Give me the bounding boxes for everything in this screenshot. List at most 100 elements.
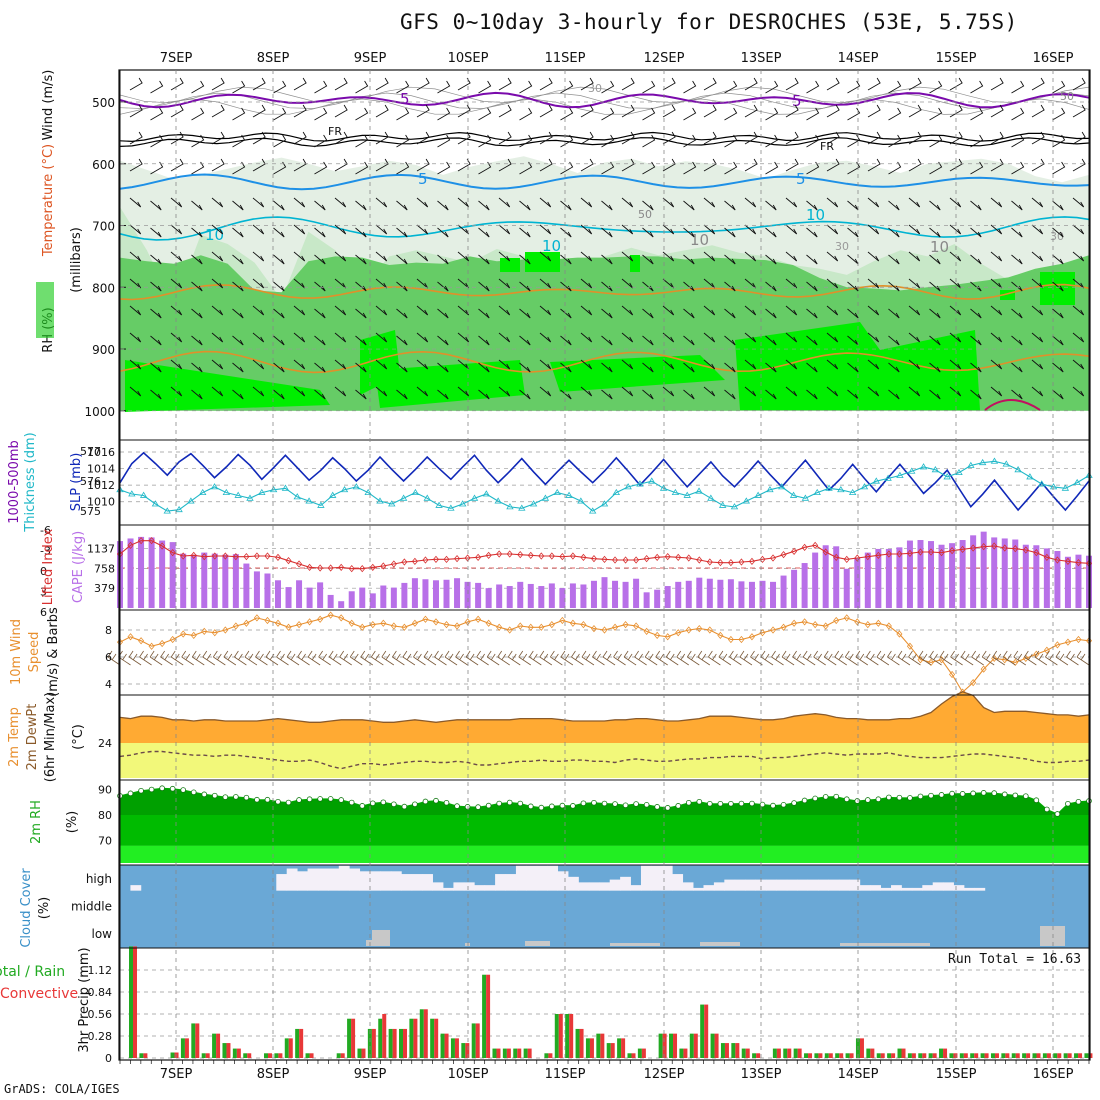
pressure-tick-label: 600: [92, 158, 115, 172]
precip-convective-bar: [372, 1029, 376, 1058]
precip-total-bar: [378, 1019, 382, 1058]
high-cloud-clear: [860, 885, 871, 891]
contour-label: 10: [690, 231, 709, 249]
temperature-tick-label: 24: [98, 737, 112, 750]
high-cloud-clear: [443, 888, 454, 891]
top-date-label: 14SEP: [838, 51, 879, 66]
cape-bar: [433, 580, 439, 608]
cape-bar: [307, 588, 313, 608]
precip-total-bar: [773, 1049, 777, 1058]
surface-wind-barb: [845, 651, 857, 665]
precip-total-bar: [825, 1053, 829, 1058]
precip-total-bar: [233, 1049, 237, 1058]
rh-mid-fill: [120, 815, 1089, 846]
temperature-fill-region: [120, 692, 1089, 743]
rh-point: [560, 803, 565, 808]
cape-bar: [696, 578, 702, 608]
high-cloud-clear: [943, 882, 954, 890]
precip-total-bar: [492, 1049, 496, 1058]
rh-point: [750, 801, 755, 806]
rh-point: [360, 803, 365, 808]
cape-bar: [222, 555, 228, 608]
precip-total-bar: [711, 1034, 715, 1058]
rh-point: [381, 800, 386, 805]
high-cloud-clear: [703, 885, 714, 891]
precip-convective-bar: [704, 1005, 708, 1058]
rh-point: [497, 801, 502, 806]
precip-total-bar: [503, 1049, 507, 1058]
precip-total-bar: [1012, 1053, 1016, 1058]
rh-point: [834, 794, 839, 799]
high-cloud-clear: [849, 880, 860, 891]
temperature-axis-label-3: (°C): [71, 724, 86, 750]
precip-total-bar: [1022, 1053, 1026, 1058]
wind-tick-label: 4: [105, 678, 112, 691]
slp-axis-label: SLP (mb): [69, 453, 84, 512]
cape-bar: [644, 592, 650, 608]
high-cloud-clear: [974, 888, 985, 891]
high-cloud-clear: [516, 866, 527, 891]
surface-wind-barb: [593, 651, 605, 665]
precip-total-bar: [513, 1049, 517, 1058]
precip-total-bar: [222, 1043, 226, 1058]
top-date-label: 8SEP: [257, 51, 290, 66]
rh-point: [813, 796, 818, 801]
precip-convective-bar: [642, 1049, 646, 1058]
precip-total-bar: [804, 1053, 808, 1058]
rh-point: [581, 801, 586, 806]
precip-total-bar: [430, 1019, 434, 1058]
surface-wind-barb: [192, 651, 204, 665]
rh-point: [349, 800, 354, 805]
cape-bar: [264, 573, 270, 608]
cape-bar: [201, 553, 207, 608]
precip-convective-bar: [424, 1009, 428, 1058]
cape-bar: [633, 579, 639, 608]
precip-total-bar: [607, 1043, 611, 1058]
precip-convective-bar: [1057, 1053, 1061, 1058]
cape-bar: [380, 586, 386, 608]
precip-total-bar: [1043, 1053, 1047, 1058]
precip-convective-bar: [413, 1019, 417, 1058]
surface-wind-barb: [445, 651, 457, 665]
high-cloud-clear: [130, 885, 141, 891]
precip-total-label: Total / Rain: [0, 964, 65, 980]
precip-convective-bar: [631, 1053, 635, 1058]
precip-convective-bar: [434, 1019, 438, 1058]
rh-point: [339, 798, 344, 803]
cape-bar: [854, 558, 860, 608]
rh-point: [170, 786, 175, 791]
cape-tick-label: 758: [94, 562, 115, 575]
rh-point: [802, 798, 807, 803]
precip-total-bar: [399, 1029, 403, 1058]
panel-frame: [120, 948, 1089, 1060]
temperature-axis-label-2: (6hr Min/Max): [43, 692, 58, 782]
precip-convective-bar: [964, 1053, 968, 1058]
high-cloud-clear: [495, 874, 506, 891]
high-cloud-clear: [912, 888, 923, 891]
surface-wind-barb: [140, 651, 152, 665]
surface-wind-barb: [540, 651, 552, 665]
precip-total-bar: [627, 1053, 631, 1058]
cape-bar: [591, 581, 597, 608]
surface-wind-barb: [329, 651, 341, 665]
rh-point: [1002, 792, 1007, 797]
high-cloud-clear: [797, 880, 808, 891]
cape-bar: [917, 540, 923, 608]
surface-wind-barb: [645, 651, 657, 665]
precip-convective-bar: [517, 1049, 521, 1058]
high-cloud-clear: [370, 871, 381, 890]
surface-wind-barb: [550, 651, 562, 665]
precip-total-bar: [731, 1043, 735, 1058]
high-cloud-clear: [745, 880, 756, 891]
cape-bar: [254, 571, 260, 608]
rh-point: [718, 801, 723, 806]
rh-point: [981, 790, 986, 795]
surface-wind-barb: [624, 651, 636, 665]
precip-total-bar: [295, 1029, 299, 1058]
precip-convective-bar: [870, 1049, 874, 1058]
rh-point: [665, 805, 670, 810]
precip-total-bar: [877, 1053, 881, 1058]
cape-bar: [180, 554, 186, 608]
precip-convective-bar: [1047, 1053, 1051, 1058]
surface-wind-barb: [392, 651, 404, 665]
